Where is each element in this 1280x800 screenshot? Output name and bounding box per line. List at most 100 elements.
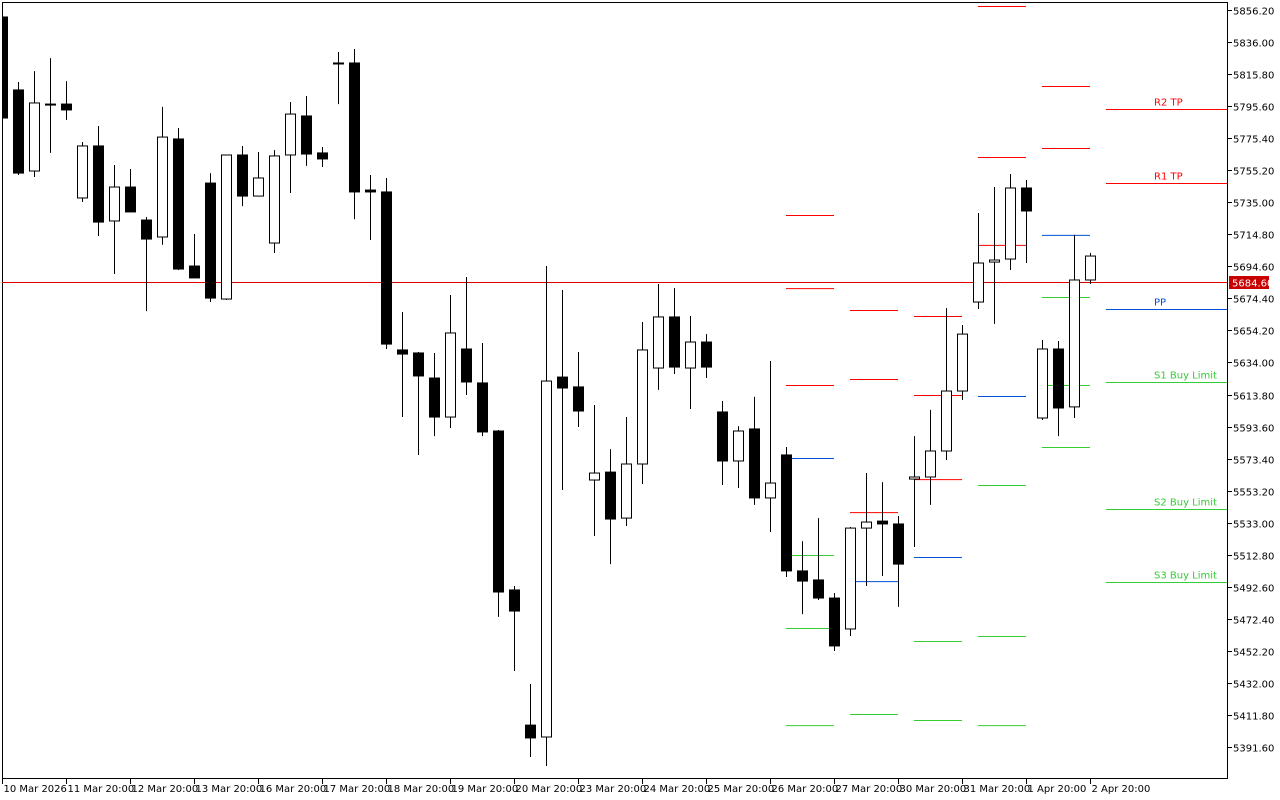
- candle-body-bear: [717, 411, 728, 462]
- candle-body-bear: [125, 186, 136, 213]
- y-tick-label: 5634.00: [1233, 359, 1274, 370]
- y-tick-label: 5775.40: [1233, 135, 1274, 146]
- candle: [557, 289, 568, 491]
- x-tick-label: 16 Mar 20:00: [260, 784, 327, 795]
- candle-body-bear: [493, 430, 504, 593]
- candle-body-bull: [1069, 279, 1080, 408]
- y-tick-label: 5432.00: [1233, 680, 1274, 691]
- level-label: S1 Buy Limit: [1154, 371, 1217, 382]
- candle: [685, 315, 696, 409]
- candle: [13, 82, 24, 175]
- candle: [509, 585, 520, 672]
- y-tick-label: 5411.80: [1233, 712, 1274, 723]
- candle-body-bear: [877, 520, 888, 525]
- candle-body-bear: [669, 316, 680, 368]
- y-tick-label: 5391.60: [1233, 744, 1274, 755]
- candle-body-bear: [605, 471, 616, 520]
- candle-body-bull: [1085, 255, 1096, 281]
- candle-body-bear: [413, 352, 424, 377]
- level-label: R1 TP: [1154, 172, 1183, 183]
- candle-body-bear: [461, 348, 472, 383]
- y-tick-label: 5815.80: [1233, 71, 1274, 82]
- x-tick-label: 1 Apr 20:00: [1028, 784, 1087, 795]
- candle-body-bear: [381, 191, 392, 345]
- level-label: R2 TP: [1154, 98, 1183, 109]
- x-tick-label: 19 Mar 20:00: [452, 784, 519, 795]
- current-price-label: 5684.60: [1232, 279, 1273, 290]
- candle: [61, 81, 72, 120]
- candle: [445, 295, 456, 428]
- candle: [941, 308, 952, 461]
- candle: [125, 168, 136, 213]
- x-tick-label: 27 Mar 20:00: [836, 784, 903, 795]
- candle: [653, 283, 664, 390]
- candle: [1005, 174, 1016, 270]
- candle: [1037, 339, 1048, 421]
- candle-body-bear: [1021, 187, 1032, 212]
- candle: [285, 102, 296, 194]
- y-tick-label: 5492.60: [1233, 584, 1274, 595]
- candle-body-bear: [1053, 348, 1064, 409]
- candle-body-bear: [205, 182, 216, 299]
- candle: [749, 396, 760, 505]
- candle-body-bear: [301, 115, 312, 155]
- candle-body-bear: [893, 523, 904, 565]
- candle-body-bull: [733, 430, 744, 462]
- x-tick-label: 10 Mar 2026: [4, 784, 67, 795]
- x-tick-label: 17 Mar 20:00: [324, 784, 391, 795]
- candle: [173, 128, 184, 270]
- candle: [701, 334, 712, 379]
- x-tick-label: 24 Mar 20:00: [644, 784, 711, 795]
- candle: [349, 49, 360, 220]
- candle-body-bear: [365, 189, 376, 193]
- candle-body-bull: [685, 341, 696, 369]
- candle-body-bear: [93, 145, 104, 223]
- candle: [989, 187, 1000, 324]
- price-axis[interactable]: 5856.20 5836.00 5815.80 5795.60 5775.40 5755.…: [1228, 7, 1274, 755]
- x-tick-label: 25 Mar 20:00: [708, 784, 775, 795]
- candle: [45, 58, 56, 153]
- candle: [877, 482, 888, 576]
- candle-body-bear: [349, 62, 360, 193]
- candle-body-bear: [333, 62, 344, 65]
- candle-body-bull: [637, 349, 648, 465]
- y-tick-label: 5856.20: [1233, 7, 1274, 18]
- level-label: PP: [1154, 298, 1166, 309]
- candle-body-bear: [813, 579, 824, 599]
- x-tick-label: 12 Mar 20:00: [132, 784, 199, 795]
- candle-body-bull: [29, 102, 40, 172]
- candle: [365, 174, 376, 241]
- candle: [637, 322, 648, 484]
- candle: [829, 592, 840, 652]
- x-tick-label: 18 Mar 20:00: [388, 784, 455, 795]
- y-tick-label: 5533.00: [1233, 520, 1274, 531]
- candle-body-bear: [189, 265, 200, 279]
- chart-frame: [2, 2, 1228, 779]
- y-tick-label: 5613.80: [1233, 392, 1274, 403]
- x-tick-label: 20 Mar 20:00: [516, 784, 583, 795]
- candle-body-bear: [13, 89, 24, 174]
- candle: [461, 276, 472, 395]
- candle: [973, 213, 984, 310]
- y-tick-label: 5593.60: [1233, 424, 1274, 435]
- candle: [317, 147, 328, 168]
- y-tick-label: 5836.00: [1233, 39, 1274, 50]
- candle-body-bull: [909, 476, 920, 480]
- candle: [93, 125, 104, 237]
- candle: [333, 52, 344, 105]
- y-tick-label: 5472.40: [1233, 616, 1274, 627]
- candle: [477, 342, 488, 437]
- candle: [813, 518, 824, 600]
- candle-body-bear: [797, 570, 808, 582]
- candle-body-bear: [749, 428, 760, 499]
- candle-body-bull: [269, 155, 280, 244]
- candle-body-bull: [845, 527, 856, 630]
- candle-body-bear: [781, 454, 792, 572]
- candle: [797, 541, 808, 615]
- candle-body-bear: [173, 138, 184, 270]
- candle: [397, 312, 408, 418]
- candle-body-bull: [1005, 187, 1016, 260]
- x-tick-label: 30 Mar 20:00: [900, 784, 967, 795]
